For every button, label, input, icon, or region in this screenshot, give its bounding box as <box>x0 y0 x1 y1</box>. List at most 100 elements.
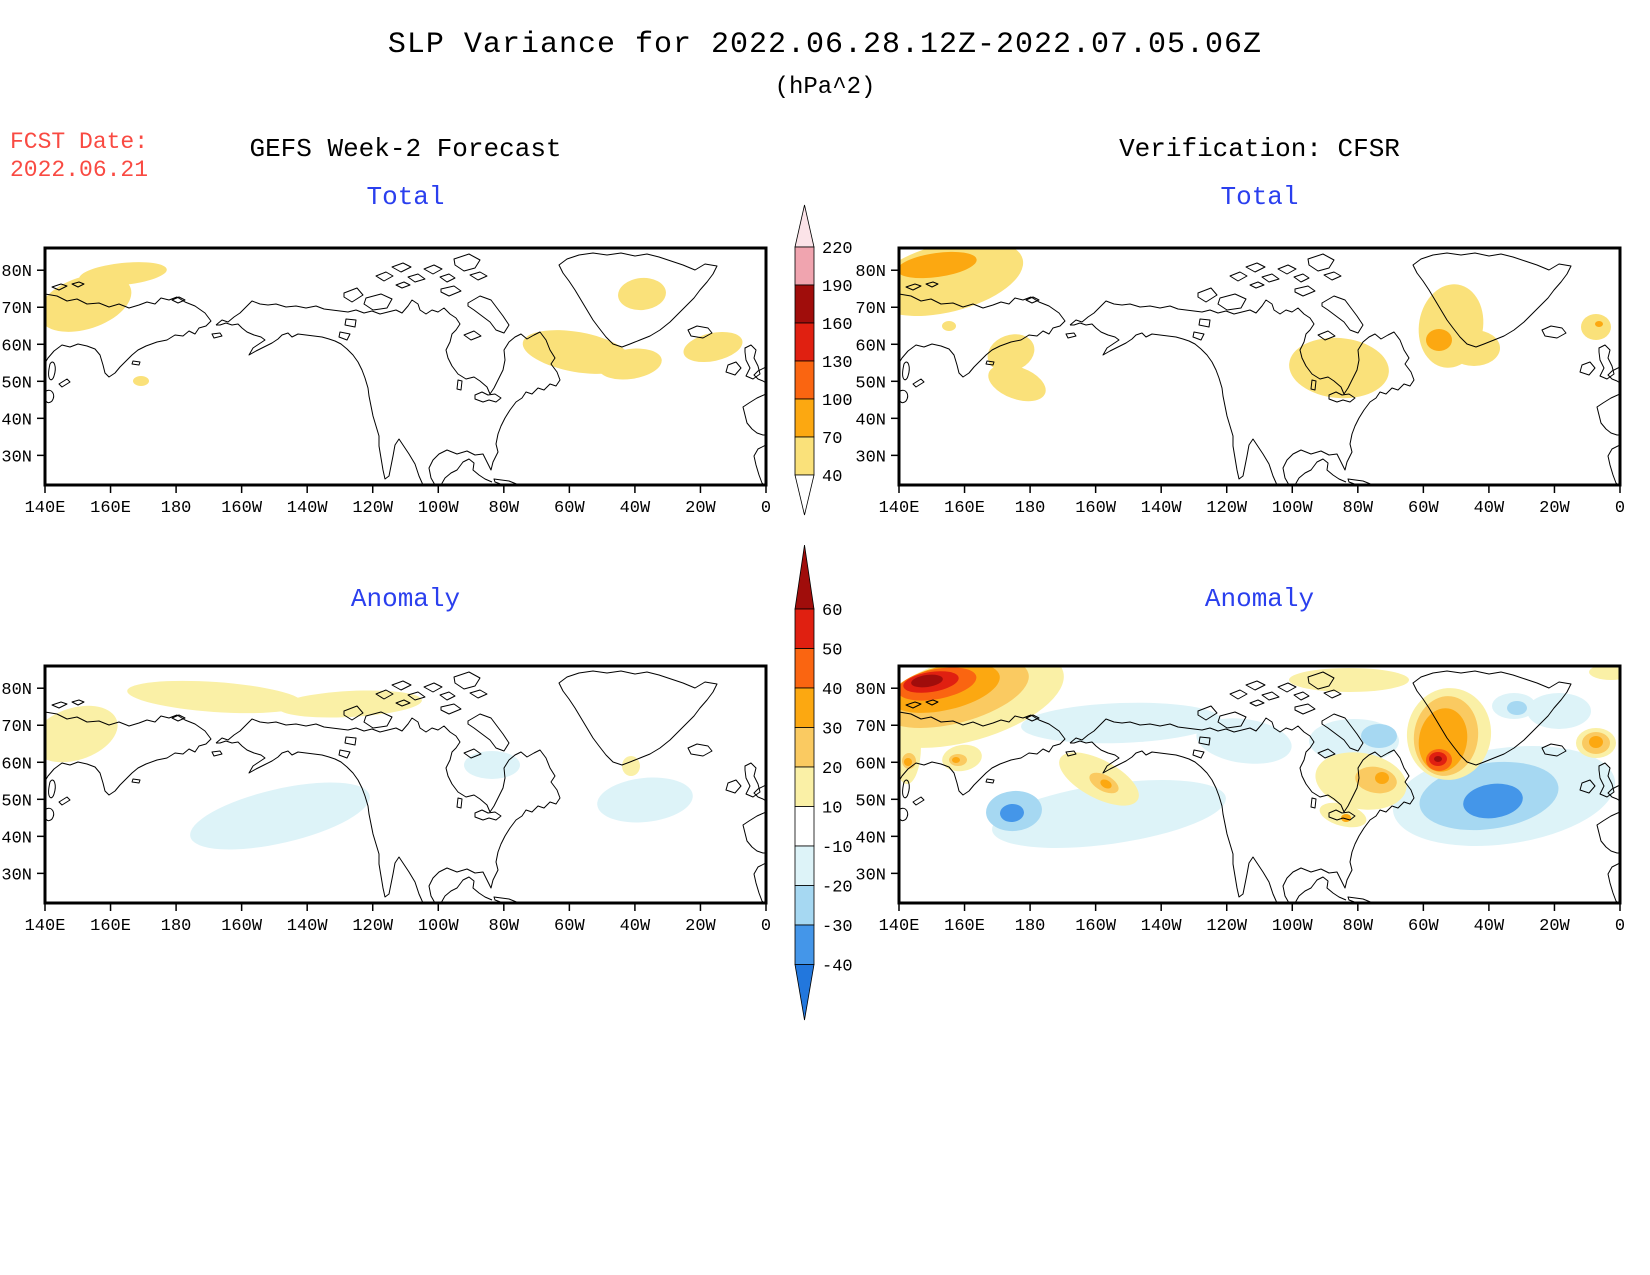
coastline <box>985 778 995 784</box>
coastline <box>744 344 761 380</box>
colorbar-label: 30 <box>822 721 842 740</box>
coastline <box>1412 252 1572 348</box>
x-axis-label: 180 <box>161 499 192 518</box>
forecast-date-value: 2022.06.21 <box>10 157 149 183</box>
colorbar-band <box>794 398 815 438</box>
coastline <box>1293 691 1310 701</box>
coastline <box>1192 331 1205 341</box>
coastline <box>1229 271 1248 282</box>
shaded-region <box>1196 718 1292 764</box>
coastline <box>905 283 922 291</box>
coastline <box>925 699 939 706</box>
x-axis-label: 60W <box>554 499 585 518</box>
y-axis-label: 40N <box>1 411 32 430</box>
panel-title-fcst-anomaly: Anomaly <box>350 584 461 614</box>
shaded-region <box>1589 666 1620 680</box>
coastline <box>363 293 393 311</box>
shaded-region <box>1581 314 1611 340</box>
coastline <box>902 779 910 799</box>
colorbar-top-tip <box>794 204 815 248</box>
coastline <box>344 318 357 328</box>
y-axis-label: 30N <box>1 448 32 467</box>
coastline <box>1261 691 1280 701</box>
coastline <box>423 264 443 275</box>
coastline <box>1317 748 1336 759</box>
x-axis-label: 140W <box>1141 917 1183 936</box>
coastline <box>1317 330 1336 341</box>
coastline <box>1596 393 1620 436</box>
coastline <box>474 391 502 403</box>
shaded-region <box>899 248 1024 317</box>
colorbar-label: 160 <box>822 316 853 335</box>
x-axis-label: 140W <box>1141 499 1183 518</box>
x-axis-label: 140E <box>25 917 66 936</box>
coastline <box>440 876 493 903</box>
y-axis-label: 30N <box>1 866 32 885</box>
shaded-region <box>133 376 149 386</box>
coastline <box>1598 344 1615 380</box>
colorbar-band <box>794 284 815 324</box>
x-axis-label: 160E <box>90 917 131 936</box>
coastline <box>391 262 412 273</box>
coastline <box>343 287 364 303</box>
x-axis-label: 180 <box>1015 499 1046 518</box>
coastline <box>456 797 463 809</box>
coastline <box>440 703 462 715</box>
y-axis-label: 60N <box>855 337 886 356</box>
coastline <box>1323 689 1342 699</box>
x-axis-label: 20W <box>685 499 716 518</box>
shaded-region <box>45 705 118 763</box>
coastline <box>1307 253 1335 272</box>
shaded-region <box>899 251 977 279</box>
x-axis-label: 20W <box>1539 499 1570 518</box>
colorbar-label: -40 <box>822 958 853 977</box>
coastline <box>395 281 411 289</box>
x-axis-label: 160W <box>221 917 263 936</box>
coastline <box>453 253 481 272</box>
x-axis-label: 0 <box>761 499 771 518</box>
coastline <box>1607 862 1620 903</box>
coastline <box>131 778 141 784</box>
x-axis-label: 40W <box>1474 499 1505 518</box>
coastline <box>1025 296 1040 304</box>
coastline <box>51 283 68 291</box>
x-axis-label: 160W <box>1075 917 1117 936</box>
coastline <box>1069 299 1415 485</box>
coastline <box>1277 682 1297 693</box>
map-frame <box>43 664 768 905</box>
colorbar-band <box>794 924 815 965</box>
shaded-region <box>1289 337 1389 399</box>
coastline <box>1277 264 1297 275</box>
coastline <box>1607 444 1620 485</box>
shaded-region <box>1448 330 1500 366</box>
shaded-region <box>942 321 956 331</box>
x-axis-label: 0 <box>1615 499 1625 518</box>
coastline <box>1596 811 1620 854</box>
colorbar-label: 20 <box>822 760 842 779</box>
x-axis-label: 60W <box>1408 917 1439 936</box>
coastline <box>439 273 456 283</box>
coastline <box>171 296 186 304</box>
coastline <box>463 330 482 341</box>
map-forecast-total: 140E 160E 180 160W 140W 120W 100W 80W 60W 40W 20W 0… <box>1 246 771 518</box>
shaded-region <box>79 262 167 286</box>
coastline <box>131 360 141 366</box>
colorbar-label: -30 <box>822 918 853 937</box>
y-axis-label: 50N <box>1 374 32 393</box>
colorbar-label: 60 <box>822 602 842 621</box>
shaded-region <box>988 364 1046 402</box>
coastline <box>902 361 910 381</box>
y-axis-label: 70N <box>1 718 32 737</box>
coastline <box>1198 318 1211 328</box>
coastline <box>1541 743 1567 757</box>
coastline <box>1069 717 1415 903</box>
y-axis-label: 60N <box>1 755 32 774</box>
coastline <box>456 379 463 391</box>
coastline <box>1065 750 1077 757</box>
coastline <box>1217 293 1247 311</box>
coastline <box>1321 713 1364 752</box>
coastline <box>493 896 520 903</box>
coastline <box>1347 478 1374 485</box>
coastline <box>338 331 351 341</box>
